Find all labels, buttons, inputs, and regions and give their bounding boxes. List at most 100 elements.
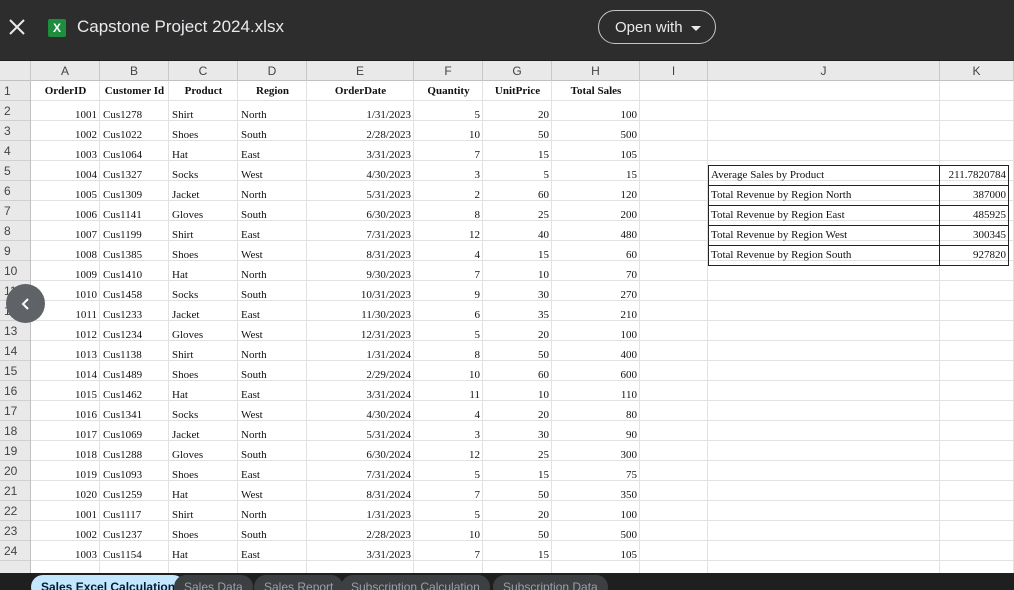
table-cell[interactable]: North	[241, 109, 267, 121]
column-header-i[interactable]: I	[640, 61, 708, 81]
table-cell[interactable]: 300	[620, 449, 638, 461]
table-cell[interactable]: 5	[474, 509, 481, 521]
table-cell[interactable]: Jacket	[172, 309, 200, 321]
row-header-5[interactable]: 5	[0, 161, 30, 181]
table-cell[interactable]: 10/31/2023	[360, 289, 411, 301]
table-cell[interactable]: 12	[469, 229, 480, 241]
table-cell[interactable]: East	[241, 469, 260, 481]
table-cell[interactable]: 3/31/2023	[366, 549, 411, 561]
table-cell[interactable]: 9	[474, 289, 481, 301]
row-header-22[interactable]: 22	[0, 501, 30, 521]
table-cell[interactable]: Cus1410	[103, 269, 143, 281]
table-cell[interactable]: 1014	[75, 369, 97, 381]
header-cell-quantity[interactable]: Quantity	[427, 85, 470, 97]
table-cell[interactable]: 8	[474, 209, 481, 221]
table-cell[interactable]: 30	[538, 289, 549, 301]
table-cell[interactable]: 120	[620, 189, 638, 201]
table-cell[interactable]: West	[241, 489, 263, 501]
row-header-20[interactable]: 20	[0, 461, 30, 481]
table-cell[interactable]: 1010	[75, 289, 97, 301]
table-cell[interactable]: Hat	[172, 269, 188, 281]
table-cell[interactable]: North	[241, 269, 267, 281]
table-cell[interactable]: 5	[474, 469, 481, 481]
table-cell[interactable]: 15	[538, 469, 549, 481]
table-cell[interactable]: 7	[474, 269, 481, 281]
table-cell[interactable]: East	[241, 149, 260, 161]
table-cell[interactable]: South	[241, 209, 267, 221]
column-header-c[interactable]: C	[169, 61, 238, 81]
table-cell[interactable]: 105	[620, 149, 638, 161]
column-header-h[interactable]: H	[552, 61, 640, 81]
table-cell[interactable]: 15	[626, 169, 637, 181]
table-cell[interactable]: 4/30/2023	[366, 169, 411, 181]
table-cell[interactable]: 4	[474, 409, 481, 421]
table-cell[interactable]: 5	[474, 109, 481, 121]
table-cell[interactable]: 6/30/2023	[366, 209, 411, 221]
corner-cell[interactable]	[0, 61, 31, 81]
previous-button[interactable]	[6, 284, 45, 323]
row-header-18[interactable]: 18	[0, 421, 30, 441]
table-cell[interactable]: 30	[538, 429, 549, 441]
row-header-1[interactable]: 1	[0, 81, 30, 101]
table-cell[interactable]: Cus1022	[103, 129, 143, 141]
table-cell[interactable]: Hat	[172, 149, 188, 161]
summary-value-cell[interactable]: 927820	[973, 249, 1006, 261]
table-cell[interactable]: West	[241, 409, 263, 421]
table-cell[interactable]: 1017	[75, 429, 97, 441]
table-cell[interactable]: Shoes	[172, 129, 199, 141]
table-cell[interactable]: 1015	[75, 389, 97, 401]
table-cell[interactable]: South	[241, 529, 267, 541]
table-cell[interactable]: 5/31/2023	[366, 189, 411, 201]
sheet-tab-sales-report[interactable]: Sales Report	[254, 575, 344, 590]
table-cell[interactable]: 100	[620, 329, 638, 341]
table-cell[interactable]: 105	[620, 549, 638, 561]
table-cell[interactable]: Cus1237	[103, 529, 143, 541]
table-cell[interactable]: 1/31/2023	[366, 109, 411, 121]
table-cell[interactable]: Cus1064	[103, 149, 143, 161]
summary-value-cell[interactable]: 387000	[973, 189, 1006, 201]
table-cell[interactable]: Cus1309	[103, 189, 143, 201]
column-header-j[interactable]: J	[708, 61, 940, 81]
table-cell[interactable]: 15	[538, 149, 549, 161]
table-cell[interactable]: 10	[469, 129, 480, 141]
table-cell[interactable]: North	[241, 509, 267, 521]
table-cell[interactable]: 40	[538, 229, 549, 241]
column-header-f[interactable]: F	[414, 61, 483, 81]
summary-label-cell[interactable]: Average Sales by Product	[711, 169, 825, 181]
header-cell-product[interactable]: Product	[184, 85, 223, 97]
table-cell[interactable]: Jacket	[172, 429, 200, 441]
table-cell[interactable]: 2	[474, 189, 481, 201]
table-cell[interactable]: 4	[474, 249, 481, 261]
table-cell[interactable]: 1020	[75, 489, 97, 501]
table-cell[interactable]: West	[241, 249, 263, 261]
row-header-19[interactable]: 19	[0, 441, 30, 461]
table-cell[interactable]: East	[241, 309, 260, 321]
summary-label-cell[interactable]: Total Revenue by Region East	[711, 209, 845, 221]
table-cell[interactable]: Cus1093	[103, 469, 143, 481]
summary-value-cell[interactable]: 211.7820784	[948, 169, 1006, 181]
table-cell[interactable]: 11	[469, 389, 480, 401]
table-cell[interactable]: 3	[474, 429, 481, 441]
row-header-6[interactable]: 6	[0, 181, 30, 201]
table-cell[interactable]: Socks	[172, 169, 199, 181]
header-cell-unitprice[interactable]: UnitPrice	[494, 85, 541, 97]
table-cell[interactable]: 75	[626, 469, 637, 481]
table-cell[interactable]: 7	[474, 149, 481, 161]
table-cell[interactable]: North	[241, 189, 267, 201]
table-cell[interactable]: 15	[538, 249, 549, 261]
summary-label-cell[interactable]: Total Revenue by Region West	[711, 229, 848, 241]
sheet-tab-sales-data[interactable]: Sales Data	[174, 575, 253, 590]
table-cell[interactable]: 10	[469, 369, 480, 381]
table-cell[interactable]: 60	[538, 369, 549, 381]
table-cell[interactable]: East	[241, 389, 260, 401]
summary-value-cell[interactable]: 300345	[973, 229, 1006, 241]
column-header-a[interactable]: A	[31, 61, 100, 81]
table-cell[interactable]: 80	[626, 409, 637, 421]
table-cell[interactable]: North	[241, 429, 267, 441]
table-cell[interactable]: Shoes	[172, 469, 199, 481]
table-cell[interactable]: 20	[538, 329, 549, 341]
table-cell[interactable]: 60	[626, 249, 637, 261]
table-cell[interactable]: 25	[538, 209, 549, 221]
row-header-9[interactable]: 9	[0, 241, 30, 261]
